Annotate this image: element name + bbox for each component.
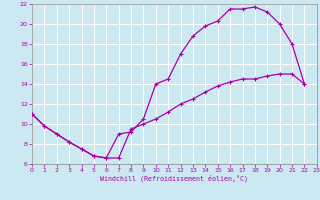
X-axis label: Windchill (Refroidissement éolien,°C): Windchill (Refroidissement éolien,°C) xyxy=(100,175,248,182)
